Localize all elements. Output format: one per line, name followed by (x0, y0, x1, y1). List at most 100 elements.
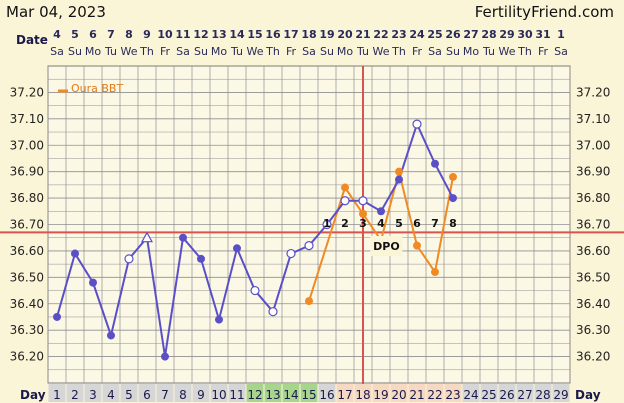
day-number: 5 (125, 388, 133, 402)
bbt-point-open (124, 254, 134, 264)
y-tick-left: 36.70 (10, 218, 44, 232)
bbt-point (395, 175, 403, 184)
y-tick-left: 37.00 (10, 138, 44, 152)
date-label: 9 (143, 28, 151, 41)
date-label: 4 (53, 28, 61, 41)
dpo-number: 6 (413, 217, 421, 230)
dpo-number: 5 (395, 217, 403, 230)
date-row-label: Date (16, 33, 48, 47)
date-label: 28 (481, 28, 496, 41)
day-number: 21 (409, 388, 424, 402)
weekday-label: Fr (412, 45, 423, 58)
y-tick-left: 36.30 (10, 323, 44, 337)
day-number: 8 (179, 388, 187, 402)
weekday-label: Sa (428, 45, 442, 58)
y-tick-left: 36.60 (10, 244, 44, 258)
date-label: 7 (107, 28, 115, 41)
day-number: 26 (499, 388, 514, 402)
bbt-point (71, 249, 79, 258)
day-number: 20 (391, 388, 406, 402)
day-number: 15 (301, 388, 316, 402)
dpo-label-bg (370, 236, 403, 256)
bbt-point-open (286, 248, 296, 259)
date-label: 12 (193, 28, 208, 41)
dpo-number: 1 (323, 217, 331, 230)
y-tick-right: 36.90 (576, 165, 610, 179)
bbt-point-open (304, 241, 314, 251)
day-cell (138, 384, 156, 402)
weekday-label: Su (446, 45, 460, 58)
date-label: 24 (409, 28, 425, 41)
day-cell (534, 384, 552, 402)
day-cell (102, 384, 120, 402)
day-number: 9 (197, 388, 205, 402)
weekday-label: We (499, 45, 516, 58)
bbt-point-open (412, 119, 422, 129)
weekday-label: Sa (554, 45, 568, 58)
y-tick-right: 36.30 (576, 323, 610, 337)
weekday-label: Mo (85, 45, 101, 58)
day-number: 10 (211, 388, 226, 402)
bbt-point-open (250, 285, 260, 296)
date-label: 21 (355, 28, 370, 41)
day-number: 6 (143, 388, 151, 402)
bbt-point (431, 159, 439, 168)
bbt-point (215, 315, 223, 324)
day-number: 13 (265, 388, 280, 402)
day-cell (444, 384, 462, 402)
day-cell (408, 384, 426, 402)
bbt-point-open (358, 196, 368, 206)
date-label: 27 (463, 28, 478, 41)
date-label: 26 (445, 28, 461, 41)
y-tick-right: 37.20 (576, 85, 610, 99)
day-cell (300, 384, 318, 402)
dpo-number: 7 (431, 217, 439, 230)
day-number: 24 (463, 388, 478, 402)
day-number: 28 (535, 388, 550, 402)
day-number: 22 (427, 388, 442, 402)
weekday-label: We (373, 45, 390, 58)
dpo-label: DPO (373, 240, 400, 253)
y-tick-left: 36.50 (10, 270, 44, 284)
day-cell (480, 384, 498, 402)
weekday-label: Sa (50, 45, 64, 58)
date-label: 20 (337, 28, 353, 41)
day-number: 18 (355, 388, 370, 402)
weekday-label: Fr (538, 45, 549, 58)
day-cell (66, 384, 84, 402)
weekday-label: Tu (356, 45, 369, 58)
day-cell (156, 384, 174, 402)
date-label: 15 (247, 28, 262, 41)
weekday-label: Fr (160, 45, 171, 58)
weekday-label: Su (194, 45, 208, 58)
day-number: 23 (445, 388, 460, 402)
day-number: 11 (229, 388, 244, 402)
day-cell (354, 384, 372, 402)
bbt-point (89, 278, 97, 287)
day-cell (282, 384, 300, 402)
oura-point (359, 209, 367, 218)
weekday-label: We (247, 45, 264, 58)
y-tick-left: 36.40 (10, 297, 44, 311)
day-cell (318, 384, 336, 402)
day-cell (84, 384, 102, 402)
y-tick-left: 36.90 (10, 165, 44, 179)
date-label: 10 (157, 28, 173, 41)
day-number: 3 (89, 388, 97, 402)
day-cell (336, 384, 354, 402)
date-label: 23 (391, 28, 406, 41)
day-cell (390, 384, 408, 402)
weekday-label: Tu (482, 45, 495, 58)
header-site: FertilityFriend.com (475, 3, 614, 21)
day-number: 17 (337, 388, 352, 402)
weekday-label: Tu (104, 45, 117, 58)
bbt-point (233, 244, 241, 253)
day-number: 14 (283, 388, 298, 402)
y-tick-right: 37.10 (576, 112, 610, 126)
oura-point (341, 183, 349, 192)
y-tick-right: 36.40 (576, 297, 610, 311)
y-tick-left: 37.20 (10, 85, 44, 99)
bbt-point-triangle (140, 231, 154, 243)
date-label: 11 (175, 28, 190, 41)
weekday-label: Su (320, 45, 334, 58)
